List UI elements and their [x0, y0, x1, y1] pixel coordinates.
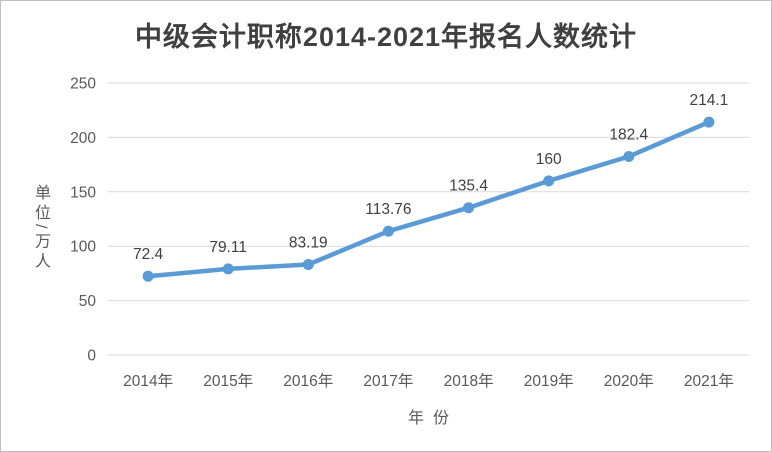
series-line [145, 119, 712, 279]
y-axis-title: 单位/万人 [32, 184, 49, 273]
data-point-marker [463, 202, 475, 214]
x-tick-label: 2015年 [203, 372, 253, 390]
chart-title: 中级会计职称2014-2021年报名人数统计 [134, 22, 638, 52]
data-point-label: 214.1 [690, 92, 729, 109]
y-tick-label: 200 [70, 130, 96, 147]
x-tick-label: 2014年 [123, 372, 173, 390]
data-point-marker [222, 263, 234, 275]
data-point-marker [543, 175, 555, 187]
x-tick-label: 2016年 [283, 372, 333, 390]
y-tick-label: 50 [79, 293, 97, 310]
data-point-label: 113.76 [365, 201, 411, 218]
x-tick-label: 2018年 [444, 372, 494, 390]
y-tick-label: 150 [70, 184, 96, 201]
data-point-label: 83.19 [289, 235, 328, 252]
y-tick-label: 250 [70, 76, 96, 93]
data-point-label: 182.4 [609, 127, 648, 144]
y-tick-label: 0 [87, 348, 96, 365]
x-tick-label: 2017年 [363, 372, 413, 390]
data-point-label: 160 [536, 151, 562, 168]
data-point-marker [142, 270, 154, 282]
data-point-label: 72.4 [133, 246, 164, 263]
data-point-marker [382, 225, 394, 237]
data-point-label: 79.11 [209, 239, 247, 256]
x-tick-label: 2019年 [524, 372, 574, 390]
data-point-marker [623, 151, 635, 162]
x-tick-label: 2021年 [684, 372, 734, 390]
y-tick-label: 100 [70, 239, 96, 256]
data-point-marker [703, 116, 715, 128]
data-point-marker [302, 259, 314, 270]
data-point-label: 135.4 [449, 178, 488, 195]
x-tick-label: 2020年 [604, 372, 654, 390]
x-axis-title: 年份 [407, 410, 458, 427]
